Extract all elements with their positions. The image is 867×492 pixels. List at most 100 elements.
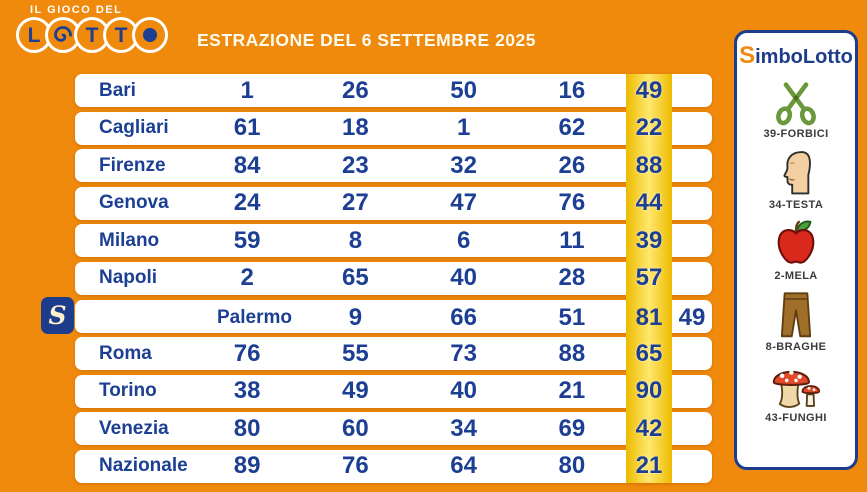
number-3: 34 xyxy=(450,414,477,442)
number-3: 47 xyxy=(450,189,477,217)
head-icon xyxy=(777,147,815,197)
number-1: 89 xyxy=(233,452,261,480)
number-3: 40 xyxy=(450,377,477,405)
number-5: 57 xyxy=(635,264,663,292)
number-1: 80 xyxy=(233,414,261,442)
logo-letter-l: L xyxy=(27,23,41,47)
number-3: 32 xyxy=(450,151,477,179)
number-3: 1 xyxy=(456,114,471,142)
number-2: 26 xyxy=(342,76,369,104)
simbolotto-logo-rest: imboLotto xyxy=(755,46,853,68)
page-title: ESTRAZIONE DEL 6 SETTEMBRE 2025 xyxy=(197,30,537,50)
number-5: 49 xyxy=(635,76,663,104)
simbolotto-logo: SimboLotto xyxy=(739,42,853,70)
pants-icon xyxy=(779,289,813,339)
number-3: 51 xyxy=(558,304,586,332)
number-2: 18 xyxy=(342,114,369,142)
table-row-nazionale: Nazionale 89 76 64 80 21 xyxy=(75,449,712,483)
city-label: Milano xyxy=(99,229,160,251)
table-row-napoli: Napoli 2 65 40 28 57 xyxy=(75,261,712,295)
symbol-label: 34-TESTA xyxy=(768,199,824,211)
number-1: 59 xyxy=(233,226,261,254)
city-label: Venezia xyxy=(99,417,169,439)
symbol-label: 39-FORBICI xyxy=(763,128,829,140)
logo-circle-o-dot xyxy=(132,17,168,53)
number-5: 65 xyxy=(635,339,663,367)
number-2: 66 xyxy=(450,304,477,332)
city-label: Nazionale xyxy=(99,455,188,477)
table-row-bari: Bari 1 26 50 16 49 xyxy=(75,74,712,107)
number-2: 49 xyxy=(342,377,369,405)
symbol-label: 8-BRAGHE xyxy=(765,341,827,353)
scissors-icon xyxy=(774,76,818,126)
city-label: Roma xyxy=(99,342,152,364)
number-2: 55 xyxy=(342,339,369,367)
number-4: 21 xyxy=(558,377,586,405)
number-5: 88 xyxy=(635,151,663,179)
number-2: 27 xyxy=(342,189,369,217)
simbolotto-logo-s: S xyxy=(739,42,756,69)
logo-letter-t2: T xyxy=(114,23,128,47)
lotto-logo-top-text: IL GIOCO DEL xyxy=(30,4,123,16)
number-1: 61 xyxy=(233,114,261,142)
city-label: Genova xyxy=(99,192,169,214)
number-4: 62 xyxy=(558,114,586,142)
spiral-o-icon xyxy=(54,26,72,42)
table-row-milano: Milano 59 8 6 11 39 xyxy=(75,224,712,258)
number-5: 39 xyxy=(635,226,663,254)
number-4: 28 xyxy=(558,264,586,292)
apple-icon xyxy=(773,218,819,268)
table-row-firenze: Firenze 84 23 32 26 88 xyxy=(75,149,712,183)
symbol-forbici: 39-FORBICI xyxy=(763,76,828,140)
symbol-funghi: 43-FUNGHI xyxy=(765,360,827,424)
symbol-testa: 34-TESTA xyxy=(769,147,823,211)
number-1: 76 xyxy=(233,339,261,367)
logo-circle-t2: T xyxy=(103,17,139,53)
city-label: Napoli xyxy=(99,267,158,289)
number-4: 76 xyxy=(558,189,586,217)
number-3: 50 xyxy=(450,76,477,104)
symbol-label: 43-FUNGHI xyxy=(765,412,827,424)
symbol-braghe: 8-BRAGHE xyxy=(766,289,827,353)
simbolotto-panel: SimboLotto 39-FORBICI 34-TESTA xyxy=(734,30,858,470)
city-label: Bari xyxy=(99,79,136,101)
number-4: 69 xyxy=(558,414,586,442)
number-4: 16 xyxy=(558,76,586,104)
dot-o-icon xyxy=(143,28,157,42)
city-label: Cagliari xyxy=(99,117,169,139)
number-4: 26 xyxy=(558,151,586,179)
number-5: 22 xyxy=(635,114,663,142)
number-1: 1 xyxy=(240,76,254,104)
table-row-cagliari: Cagliari 61 18 1 62 22 xyxy=(75,111,712,145)
number-2: 65 xyxy=(342,264,369,292)
table-row-venezia: Venezia 80 60 34 69 42 xyxy=(75,412,712,446)
number-2: 60 xyxy=(342,414,369,442)
simbolotto-badge: S xyxy=(41,297,74,335)
city-label: Firenze xyxy=(99,154,166,176)
number-5: 44 xyxy=(635,189,663,217)
city-label: Torino xyxy=(99,380,157,402)
logo-letter-t1: T xyxy=(85,23,99,47)
symbol-label: 2-MELA xyxy=(774,270,818,282)
number-1: 9 xyxy=(348,304,363,332)
table-row-palermo: S Palermo 9 66 51 81 49 xyxy=(41,297,712,335)
number-4: 80 xyxy=(558,452,586,480)
number-3: 40 xyxy=(450,264,477,292)
number-2: 8 xyxy=(348,226,363,254)
number-3: 73 xyxy=(450,339,477,367)
number-5: 90 xyxy=(635,377,663,405)
number-5: 42 xyxy=(635,414,663,442)
number-3: 64 xyxy=(450,452,477,480)
number-4: 81 xyxy=(635,304,663,332)
number-1: 2 xyxy=(240,264,254,292)
number-4: 88 xyxy=(558,339,586,367)
symbol-mela: 2-MELA xyxy=(773,218,819,282)
city-label: Palermo xyxy=(217,307,292,329)
lotto-logo-circles: L T T xyxy=(16,17,168,53)
table-row-genova: Genova 24 27 47 76 44 xyxy=(75,186,712,220)
number-5: 49 xyxy=(678,304,706,332)
number-1: 84 xyxy=(233,151,261,179)
lotto-logo: IL GIOCO DEL L T T xyxy=(16,4,168,53)
table-row-roma: Roma 76 55 73 88 65 xyxy=(75,337,712,371)
